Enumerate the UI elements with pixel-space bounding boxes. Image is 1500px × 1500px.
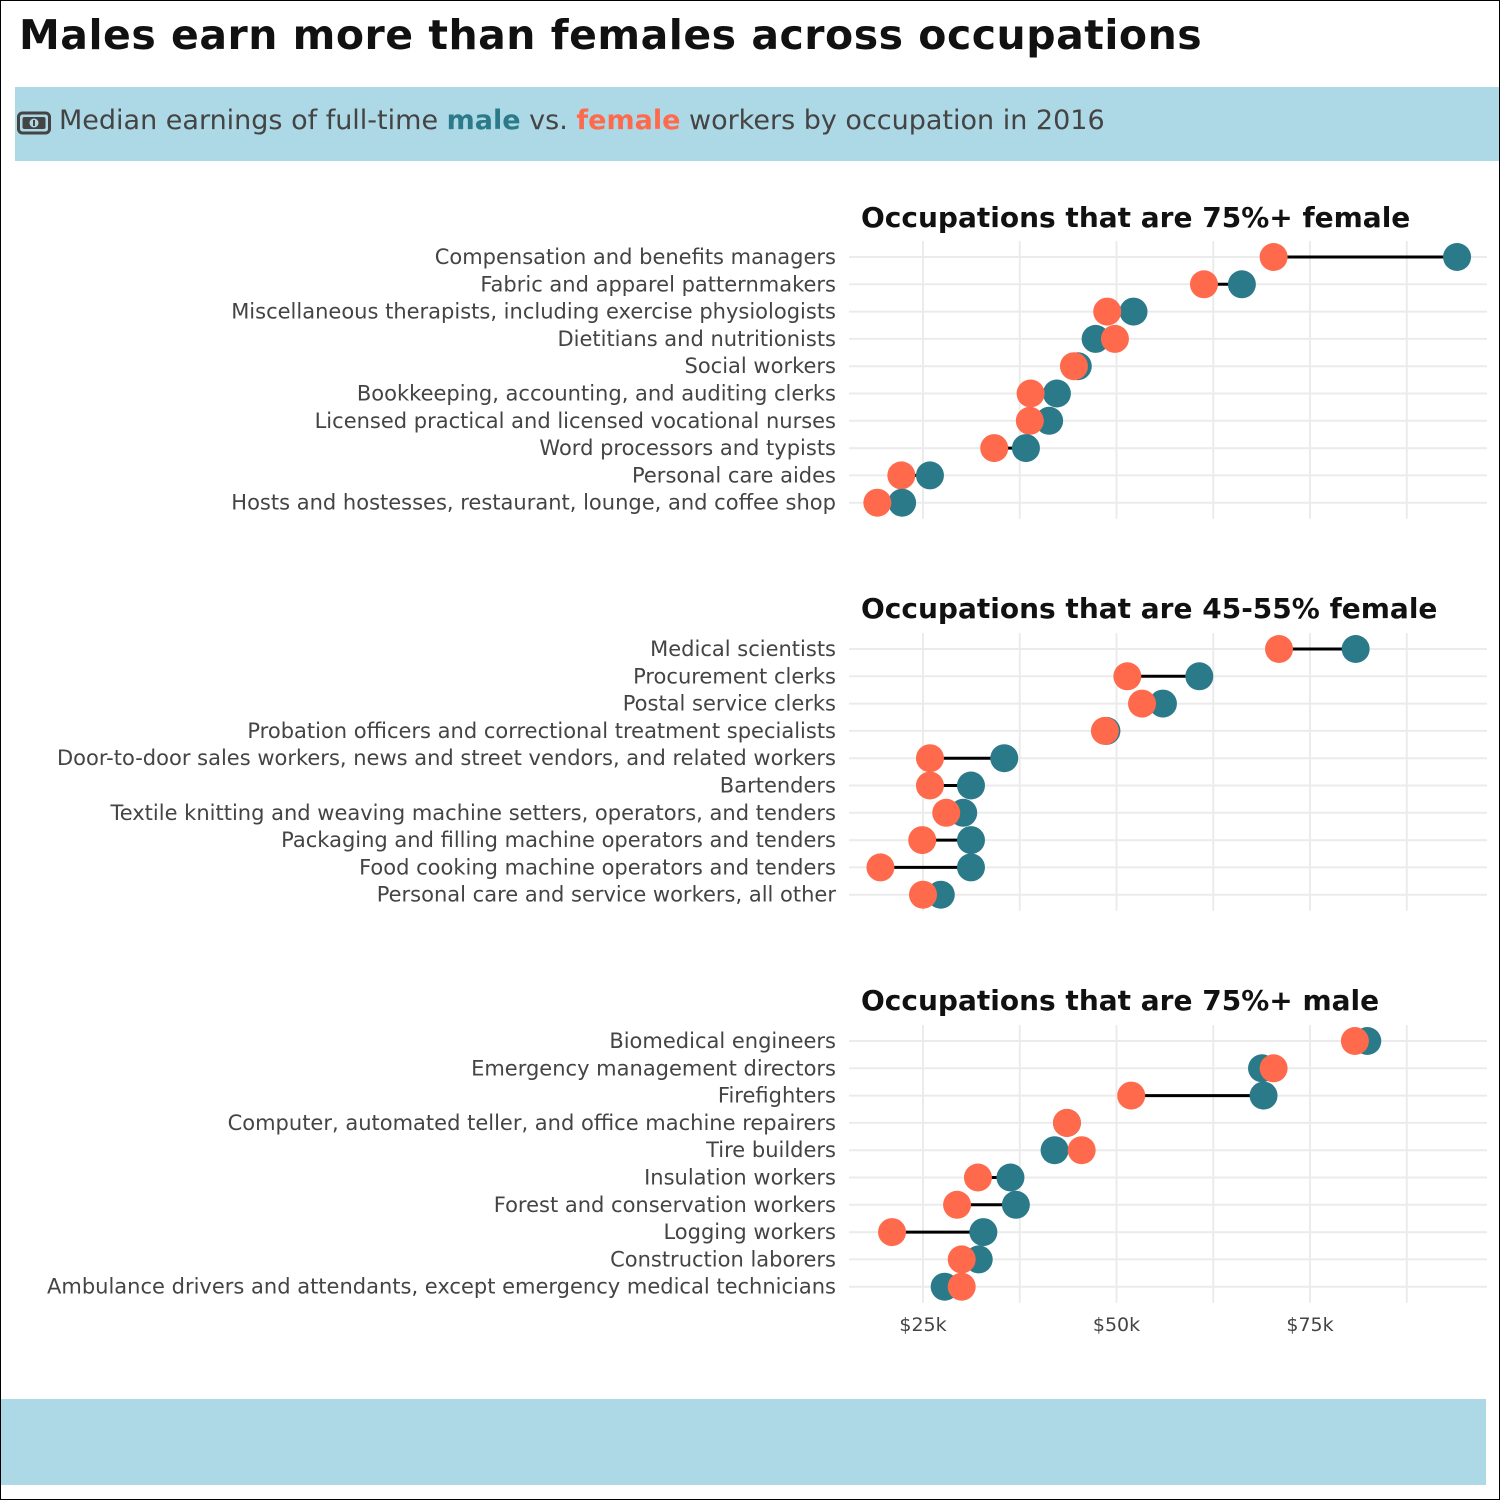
female-point	[1259, 1054, 1288, 1083]
female-point	[1067, 1136, 1096, 1165]
female-point	[1340, 1027, 1369, 1055]
female-point	[1059, 352, 1088, 381]
female-point	[878, 1218, 907, 1247]
category-label: Compensation and benefits managers	[435, 245, 836, 269]
category-label: Biomedical engineers	[609, 1029, 836, 1053]
category-label: Word processors and typists	[539, 436, 836, 460]
x-tick-label: $25k	[899, 1314, 946, 1336]
category-label: Procurement clerks	[633, 664, 836, 688]
male-point	[915, 461, 944, 490]
female-point	[1100, 324, 1129, 353]
category-label: Personal care aides	[632, 463, 836, 487]
female-point	[1117, 1081, 1146, 1110]
category-label: Social workers	[684, 354, 836, 378]
panel-title: Occupations that are 75%+ female	[861, 201, 1410, 234]
male-point	[1042, 379, 1071, 408]
male-point	[1011, 434, 1040, 463]
male-point	[1443, 243, 1472, 271]
panel-title: Occupations that are 75%+ male	[861, 984, 1379, 1017]
x-tick-label: $50k	[1093, 1314, 1140, 1336]
male-point	[956, 771, 985, 800]
male-point	[1081, 324, 1110, 353]
male-point	[990, 744, 1019, 773]
category-label: Fabric and apparel patternmakers	[480, 272, 836, 296]
female-point	[915, 744, 944, 773]
subtitle-female-keyword: female	[576, 105, 681, 136]
category-label: Postal service clerks	[623, 692, 836, 716]
dumbbell-chart: Occupations that are 75%+ female Compensa…	[47, 201, 1487, 1336]
category-label: Bartenders	[720, 774, 836, 798]
category-label: Miscellaneous therapists, including exer…	[231, 300, 836, 324]
female-point	[980, 434, 1009, 463]
subtitle-text-before: Median earnings of full-time	[59, 105, 439, 136]
subtitle-text-middle: vs.	[529, 105, 568, 136]
female-point	[932, 798, 961, 827]
category-label: Hosts and hostesses, restaurant, lounge,…	[231, 491, 836, 515]
female-point	[947, 1272, 976, 1301]
category-label: Licensed practical and licensed vocation…	[315, 409, 836, 433]
female-point	[1015, 406, 1044, 435]
female-point	[1128, 689, 1157, 718]
female-point	[1265, 635, 1294, 663]
female-point	[887, 461, 916, 490]
subtitle-band: Median earnings of full-time male vs. fe…	[15, 87, 1499, 161]
female-point	[863, 488, 892, 517]
female-point	[943, 1190, 972, 1219]
female-point	[1016, 379, 1045, 408]
female-point	[1052, 1108, 1081, 1137]
male-point	[1185, 662, 1214, 691]
category-label: Bookkeeping, accounting, and auditing cl…	[357, 382, 836, 406]
female-point	[866, 853, 895, 882]
category-label: Personal care and service workers, all o…	[377, 883, 837, 907]
male-point	[1227, 270, 1256, 299]
category-label: Logging workers	[663, 1220, 836, 1244]
male-point	[956, 853, 985, 882]
panel-title: Occupations that are 45-55% female	[861, 592, 1437, 625]
female-point	[1259, 243, 1288, 271]
female-point	[1090, 716, 1119, 745]
footer-band	[1, 1399, 1486, 1485]
female-point	[908, 826, 937, 855]
female-point	[909, 880, 937, 909]
male-point	[1001, 1190, 1030, 1219]
category-label: Medical scientists	[650, 637, 836, 661]
subtitle-text-after: workers by occupation in 2016	[688, 105, 1105, 136]
x-tick-label: $75k	[1286, 1314, 1333, 1336]
male-point	[969, 1218, 998, 1247]
male-point	[888, 488, 917, 517]
female-point	[947, 1245, 976, 1274]
female-point	[963, 1163, 992, 1192]
category-label: Packaging and filling machine operators …	[281, 828, 836, 852]
money-icon	[17, 111, 51, 135]
category-label: Dietitians and nutritionists	[557, 327, 836, 351]
category-label: Ambulance drivers and attendants, except…	[47, 1275, 836, 1299]
female-point	[1189, 270, 1218, 299]
chart-title: Males earn more than females across occu…	[19, 11, 1203, 59]
male-point	[1341, 635, 1370, 663]
male-point	[1148, 689, 1177, 718]
subtitle-male-keyword: male	[446, 105, 521, 136]
male-point	[1040, 1136, 1069, 1165]
category-label: Emergency management directors	[471, 1056, 836, 1080]
category-label: Firefighters	[718, 1084, 836, 1108]
male-point	[1119, 297, 1148, 326]
male-point	[1249, 1081, 1278, 1110]
male-point	[996, 1163, 1025, 1192]
category-label: Computer, automated teller, and office m…	[228, 1111, 836, 1135]
female-point	[1113, 662, 1142, 691]
category-label: Insulation workers	[644, 1166, 836, 1190]
female-point	[1093, 297, 1122, 326]
category-label: Food cooking machine operators and tende…	[359, 855, 836, 879]
male-point	[1035, 406, 1064, 435]
category-label: Tire builders	[705, 1138, 836, 1162]
female-point	[915, 771, 944, 800]
category-label: Door-to-door sales workers, news and str…	[57, 746, 836, 770]
category-label: Textile knitting and weaving machine set…	[109, 801, 836, 825]
category-label: Forest and conservation workers	[494, 1193, 836, 1217]
chart-subtitle: Median earnings of full-time male vs. fe…	[59, 105, 1105, 136]
category-label: Construction laborers	[610, 1247, 836, 1271]
male-point	[956, 826, 985, 855]
category-label: Probation officers and correctional trea…	[247, 719, 836, 743]
